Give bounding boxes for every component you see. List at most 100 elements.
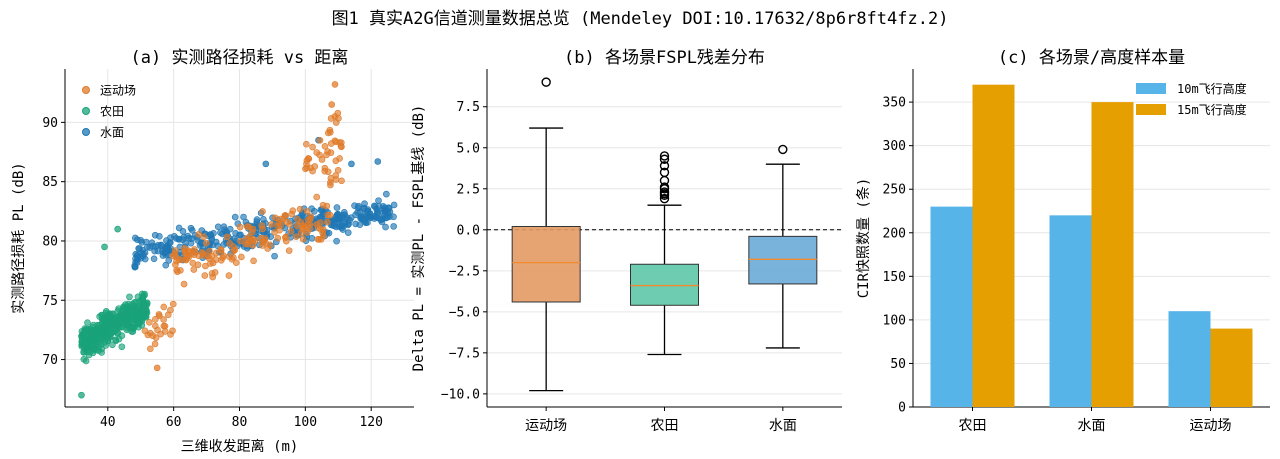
panel-a-scatter-point: [164, 244, 171, 252]
panel-a-scatter-point: [95, 347, 102, 354]
panel-b-y-tick-label: 5.0: [457, 141, 480, 156]
panel-a-scatter-point: [226, 225, 234, 233]
panel-a-scatter-point: [352, 220, 359, 228]
panel-a-scatter-point: [318, 156, 326, 163]
panel-a-legend-marker: [82, 128, 90, 136]
panel-a-scatter-point: [345, 220, 352, 228]
panel-a-scatter-point: [78, 391, 85, 399]
panel-a-scatter-point: [338, 177, 345, 185]
panel-a-scatter-point: [169, 327, 176, 335]
panel-a-scatter-point: [316, 136, 324, 144]
panel-c-ylabel: CIR快照数量 (条): [855, 178, 872, 299]
panel-a-scatter-point: [313, 149, 321, 156]
panel-a-scatter-point: [332, 172, 340, 179]
panel-a-scatter-point: [141, 255, 149, 263]
panel-b-y-tick-label: −7.5: [449, 346, 480, 361]
panel-b-outlier: [659, 154, 670, 164]
panel-a-scatter-point: [285, 247, 293, 254]
panel-a-scatter-point: [82, 357, 90, 365]
panel-a-scatter-point: [96, 313, 103, 320]
panel-b-box: [630, 263, 699, 306]
panel-a-scatter-point: [327, 181, 334, 189]
panel-a-scatter-point: [230, 254, 237, 261]
panel-a-scatter-point: [260, 215, 267, 223]
panel-a-scatter-point: [390, 223, 397, 230]
panel-a-scatter-point: [232, 259, 240, 266]
panel-a-scatter-point: [112, 337, 120, 345]
panel-a-scatter-point: [219, 254, 227, 261]
panel-b-x-tick-label: 水面: [769, 418, 797, 434]
panel-a-x-tick-label: 80: [232, 415, 248, 430]
panel-a-scatter-point: [271, 214, 279, 222]
panel-a-scatter-point: [84, 319, 91, 326]
panel-a-scatter-point: [313, 193, 321, 201]
panel-c-y-tick-label: 350: [883, 96, 906, 111]
panel-a-scatter-point: [101, 339, 109, 346]
panel-a-scatter-point: [338, 143, 345, 151]
panel-a-scatter-point: [321, 143, 329, 150]
panel-c-legend-swatch: [1136, 104, 1166, 115]
panel-a-scatter-point: [151, 340, 159, 348]
panel-a-scatter-point: [207, 231, 215, 239]
panel-a-scatter-point: [375, 197, 382, 204]
panel-a-scatter-point: [223, 233, 231, 241]
panel-a-scatter-point: [180, 280, 188, 288]
panel-a-scatter-point: [79, 331, 87, 338]
panel-a-scatter-point: [307, 164, 314, 172]
panel-a-scatter-point: [271, 252, 278, 260]
panel-a-scatter-point: [246, 233, 254, 240]
panel-a-xlabel: 三维收发距离 (m): [181, 438, 299, 455]
panel-a-scatter-point: [114, 225, 121, 233]
panel-a-scatter-point: [170, 232, 178, 240]
panel-a-scatter-point: [204, 252, 212, 260]
panel-a-scatter-point: [371, 212, 379, 220]
panel-c-x-tick-label: 水面: [1078, 418, 1106, 434]
panel-c-bar: [1168, 311, 1211, 407]
panel-c-y-tick-label: 100: [883, 313, 906, 328]
panel-b-box: [511, 226, 581, 303]
panel-a-scatter-point: [385, 204, 392, 211]
panel-a-scatter-point: [209, 273, 217, 281]
panel-a-scatter-point: [97, 326, 104, 333]
panel-a-scatter-point: [326, 211, 334, 219]
panel-a-scatter-point: [261, 235, 269, 242]
panel-a-scatter-point: [169, 300, 177, 308]
panel-a-scatter-point: [264, 245, 271, 252]
panel-a-scatter-point: [165, 257, 173, 264]
panel-a-scatter-point: [126, 293, 133, 301]
panel-a-scatter-point: [82, 336, 90, 344]
panel-a-scatter-point: [154, 326, 161, 334]
panel-a-scatter-point: [319, 201, 327, 209]
panel-c-y-tick-label: 300: [883, 139, 906, 154]
panel-a-scatter-point: [268, 221, 275, 228]
panel-a-scatter-point: [383, 190, 390, 198]
panel-c-bar: [972, 84, 1015, 407]
panel-a-scatter-point: [362, 219, 370, 227]
panel-a-scatter-point: [152, 334, 160, 342]
panel-a-scatter-point: [141, 292, 148, 299]
panel-a-x-tick-label: 60: [166, 415, 182, 430]
panel-a-scatter-point: [146, 318, 153, 326]
panel-b-y-tick-label: −5.0: [449, 305, 480, 320]
panel-a-ylabel: 实测路径损耗 PL (dB): [11, 162, 27, 313]
panel-a-legend-marker: [82, 107, 90, 115]
panel-b-outlier: [778, 144, 788, 155]
panel-a-scatter-point: [340, 209, 348, 216]
panel-a-scatter-point: [207, 260, 214, 267]
panel-a-scatter-point: [305, 245, 313, 252]
panel-a-scatter-point: [303, 208, 311, 215]
panel-a-scatter-point: [327, 174, 335, 182]
panel-a-scatter-point: [348, 160, 355, 168]
panel-c-legend-label: 15m飞行高度: [1177, 102, 1247, 117]
panel-a-scatter-point: [133, 259, 141, 266]
figure-title: 图1 真实A2G信道测量数据总览 (Mendeley DOI:10.17632/…: [331, 9, 949, 29]
panel-a-x-tick-label: 100: [294, 415, 317, 430]
panel-a-scatter-point: [111, 319, 119, 326]
panel-b-title: (b) 各场景FSPL残差分布: [564, 48, 765, 68]
panel-a-scatter-point: [160, 249, 167, 256]
panel-a-legend-label: 水面: [100, 126, 124, 140]
panel-a-scatter-point: [250, 257, 257, 265]
panel-a-scatter-point: [297, 229, 305, 237]
panel-b-outlier: [659, 161, 670, 171]
